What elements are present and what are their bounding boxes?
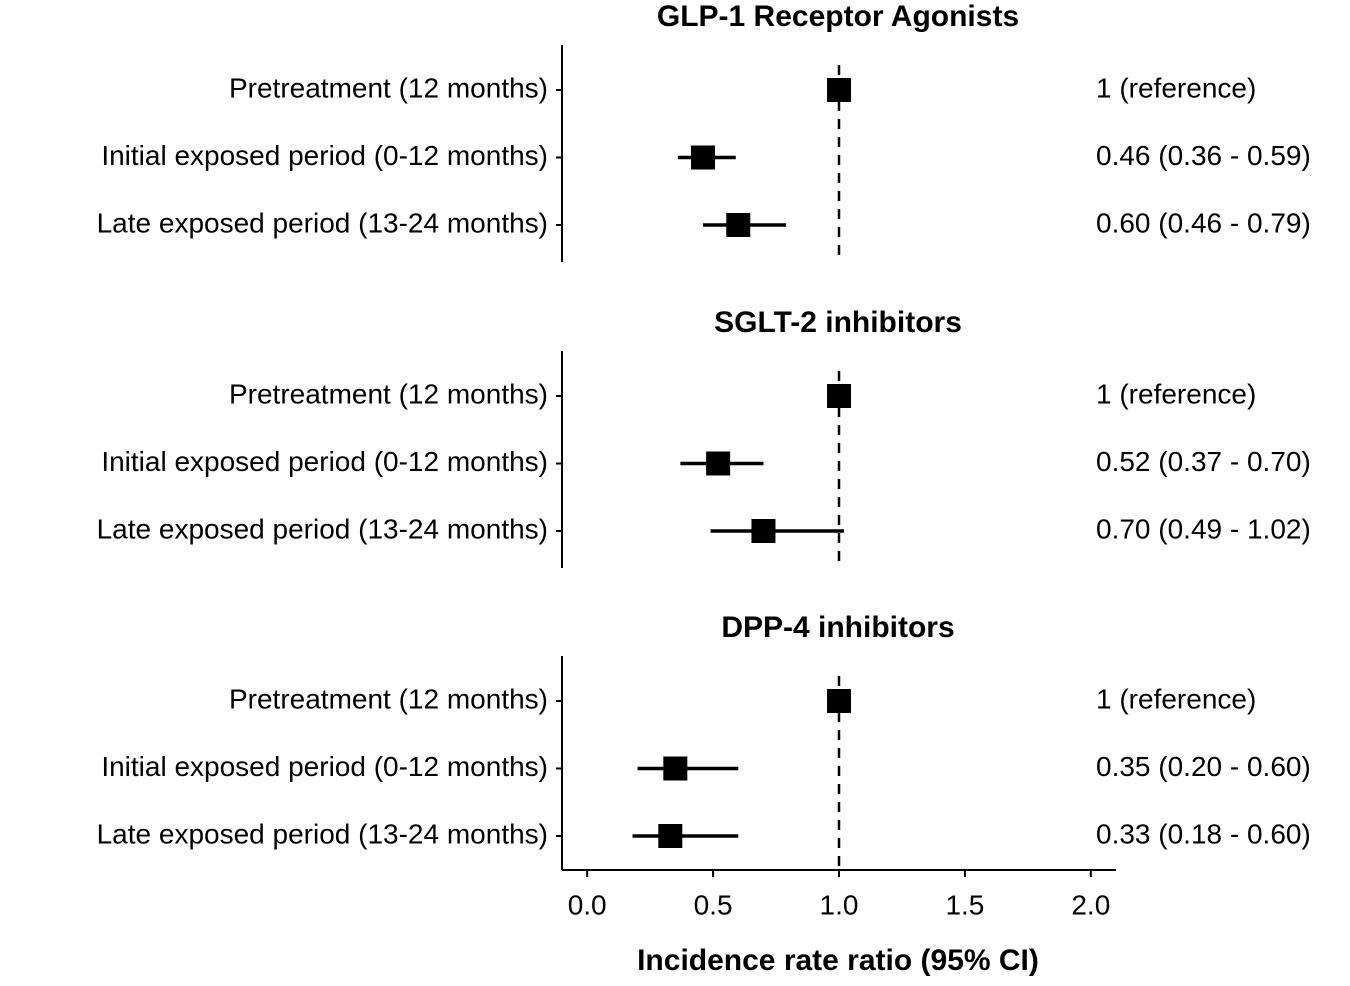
point-estimate xyxy=(827,78,851,102)
point-estimate xyxy=(751,519,776,543)
point-estimate xyxy=(691,145,716,170)
value-label: 0.52 (0.37 - 0.70) xyxy=(1096,446,1311,477)
x-tick-label: 0.0 xyxy=(568,889,607,920)
x-axis-label: Incidence rate ratio (95% CI) xyxy=(637,944,1039,977)
panel-title: SGLT-2 inhibitors xyxy=(714,306,962,339)
point-estimate xyxy=(658,824,683,848)
point-estimate xyxy=(726,213,751,237)
category-label: Initial exposed period (0-12 months) xyxy=(101,751,548,782)
value-label: 1 (reference) xyxy=(1096,683,1256,714)
x-tick-label: 2.0 xyxy=(1071,889,1110,920)
value-label: 0.46 (0.36 - 0.59) xyxy=(1096,140,1311,171)
value-label: 1 (reference) xyxy=(1096,378,1256,409)
value-label: 0.70 (0.49 - 1.02) xyxy=(1096,513,1311,544)
point-estimate xyxy=(706,451,731,476)
point-estimate xyxy=(663,756,688,781)
category-label: Late exposed period (13-24 months) xyxy=(97,513,548,544)
value-label: 1 (reference) xyxy=(1096,72,1256,103)
x-tick-label: 1.5 xyxy=(945,889,984,920)
category-label: Pretreatment (12 months) xyxy=(229,72,548,103)
category-label: Late exposed period (13-24 months) xyxy=(97,207,548,238)
point-estimate xyxy=(827,689,851,713)
panel-title: DPP-4 inhibitors xyxy=(721,611,954,644)
value-label: 0.33 (0.18 - 0.60) xyxy=(1096,818,1311,849)
value-label: 0.35 (0.20 - 0.60) xyxy=(1096,751,1311,782)
x-tick-label: 1.0 xyxy=(820,889,859,920)
category-label: Late exposed period (13-24 months) xyxy=(97,818,548,849)
x-tick-label: 0.5 xyxy=(694,889,733,920)
category-label: Pretreatment (12 months) xyxy=(229,378,548,409)
category-label: Initial exposed period (0-12 months) xyxy=(101,446,548,477)
value-label: 0.60 (0.46 - 0.79) xyxy=(1096,207,1311,238)
category-label: Pretreatment (12 months) xyxy=(229,683,548,714)
point-estimate xyxy=(827,384,851,408)
panel-title: GLP-1 Receptor Agonists xyxy=(657,0,1019,33)
category-label: Initial exposed period (0-12 months) xyxy=(101,140,548,171)
